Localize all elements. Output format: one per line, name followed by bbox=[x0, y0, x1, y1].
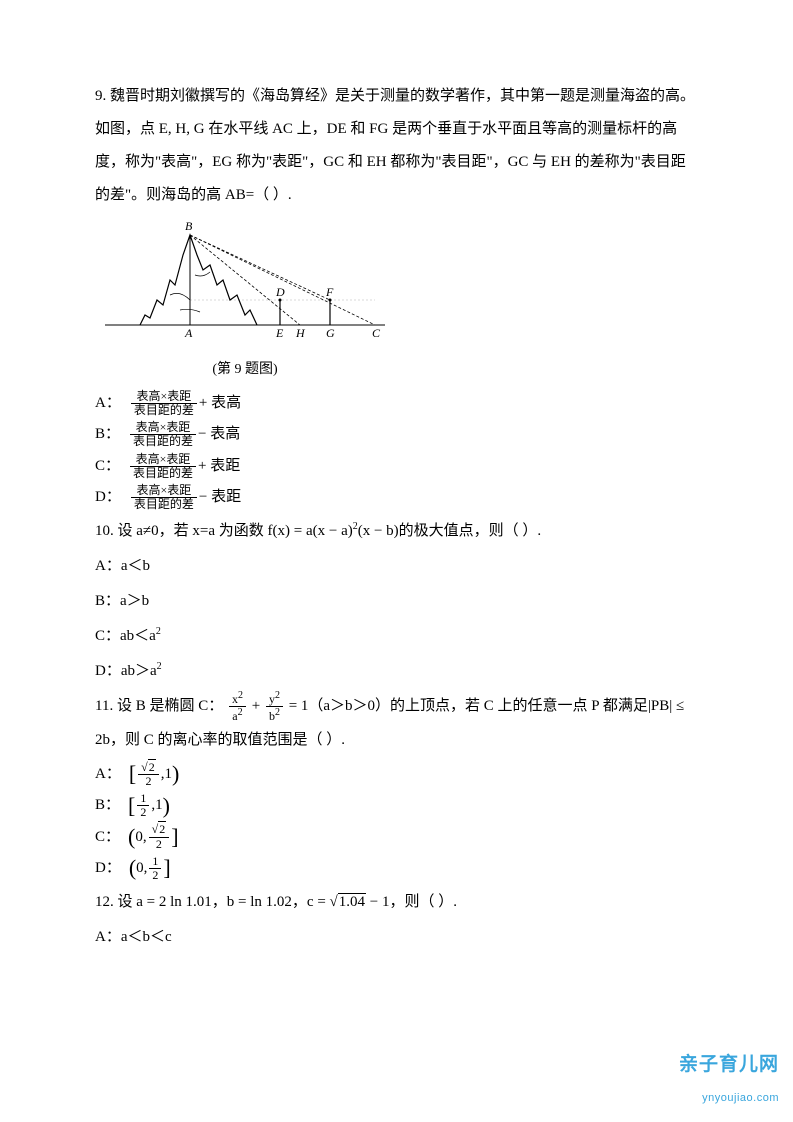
island-diagram: B A D E H F G C bbox=[95, 220, 395, 340]
q10-option-a: A：a＜b bbox=[95, 550, 698, 583]
option-label: D： bbox=[95, 484, 121, 511]
option-label: C： bbox=[95, 453, 120, 480]
q9-option-d: D： 表高×表距表目距的差 − 表距 bbox=[95, 484, 698, 511]
option-label: A： bbox=[95, 390, 121, 417]
q9-option-a: A： 表高×表距表目距的差 + 表高 bbox=[95, 390, 698, 417]
svg-text:H: H bbox=[295, 326, 306, 340]
q12-option-a: A：a＜b＜c bbox=[95, 921, 698, 954]
svg-text:E: E bbox=[275, 326, 284, 340]
q9-figure: B A D E H F G C (第 9 题图) bbox=[95, 220, 698, 386]
q11-option-b: B： [ 12 , 1 ) bbox=[95, 792, 698, 819]
fraction: 表高×表距表目距的差 bbox=[131, 390, 197, 417]
svg-text:D: D bbox=[275, 285, 285, 299]
watermark-url: ynyoujiao.com bbox=[679, 1086, 779, 1110]
option-label: B： bbox=[95, 792, 120, 819]
q9-option-b: B： 表高×表距表目距的差 − 表高 bbox=[95, 421, 698, 448]
q10-option-d: D：ab＞a2 bbox=[95, 655, 698, 688]
q9-option-c: C： 表高×表距表目距的差 + 表距 bbox=[95, 453, 698, 480]
q11-text: 11. 设 B 是椭圆 C： x2 a2 + y2 b2 = 1（a＞b＞0）的… bbox=[95, 690, 698, 756]
option-tail: + 表距 bbox=[198, 453, 240, 480]
option-tail: + 表高 bbox=[199, 390, 241, 417]
option-label: A： bbox=[95, 761, 121, 788]
svg-text:A: A bbox=[184, 326, 193, 340]
fraction: 表高×表距表目距的差 bbox=[131, 484, 197, 511]
q10-option-c: C：ab＜a2 bbox=[95, 620, 698, 653]
option-label: D： bbox=[95, 855, 121, 882]
watermark: 亲子育儿网 ynyoujiao.com bbox=[679, 1044, 779, 1110]
q9-text: 9. 魏晋时期刘徽撰写的《海岛算经》是关于测量的数学著作，其中第一题是测量海盗的… bbox=[95, 80, 698, 212]
q10-option-b: B：a＞b bbox=[95, 585, 698, 618]
fraction: 表高×表距表目距的差 bbox=[130, 421, 196, 448]
q11-option-c: C： ( 0, 22 ] bbox=[95, 823, 698, 850]
fraction: 表高×表距表目距的差 bbox=[130, 453, 196, 480]
watermark-title: 亲子育儿网 bbox=[679, 1044, 779, 1086]
svg-text:C: C bbox=[372, 326, 381, 340]
svg-text:F: F bbox=[325, 285, 334, 299]
fraction: x2 a2 bbox=[229, 690, 246, 723]
q10-text: 10. 设 a≠0，若 x=a 为函数 f(x) = a(x − a)2(x −… bbox=[95, 515, 698, 548]
q11-option-d: D： ( 0, 12 ] bbox=[95, 855, 698, 882]
option-label: C： bbox=[95, 824, 120, 851]
option-label: B： bbox=[95, 421, 120, 448]
svg-text:B: B bbox=[185, 220, 193, 233]
svg-text:G: G bbox=[326, 326, 335, 340]
q9-caption: (第 9 题图) bbox=[95, 355, 395, 386]
option-tail: − 表高 bbox=[198, 421, 240, 448]
fraction: y2 b2 bbox=[266, 690, 283, 723]
option-tail: − 表距 bbox=[199, 484, 241, 511]
q12-text: 12. 设 a = 2 ln 1.01，b = ln 1.02，c = 1.04… bbox=[95, 886, 698, 919]
q11-option-a: A： [ 22 , 1 ) bbox=[95, 761, 698, 788]
